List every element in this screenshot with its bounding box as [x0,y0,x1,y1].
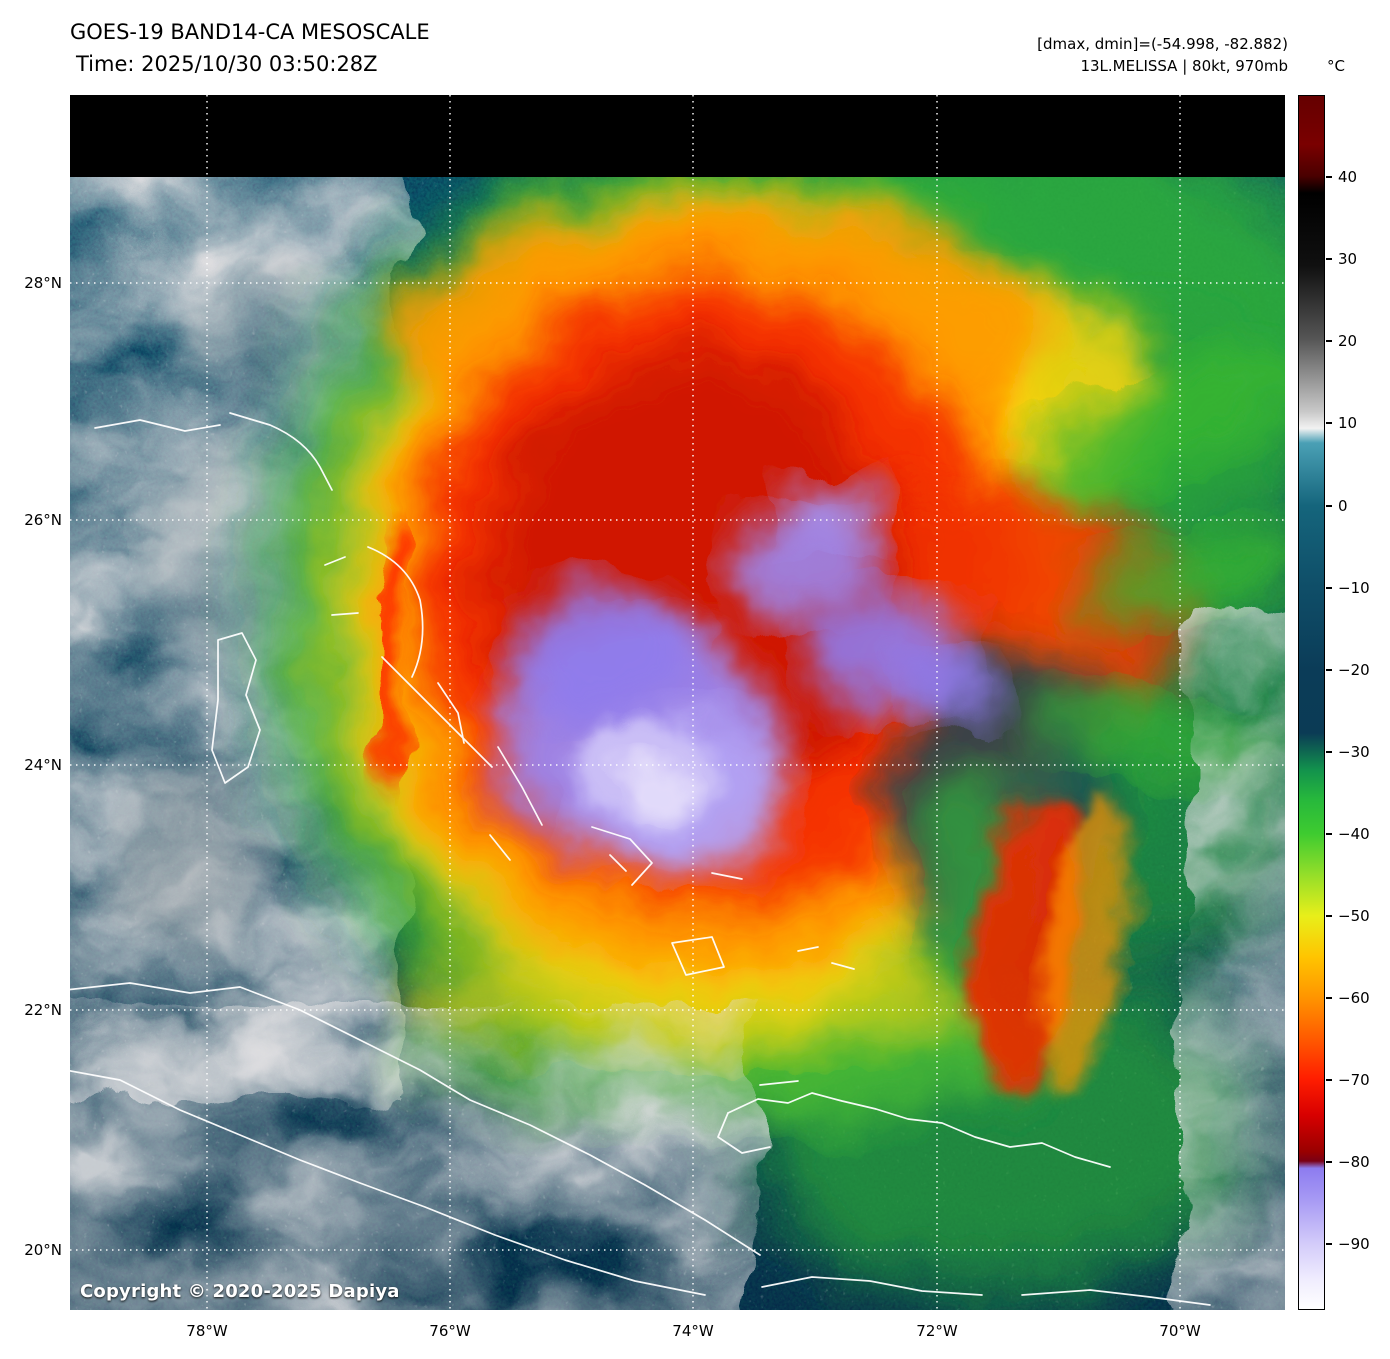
colorbar-tick [1326,258,1332,260]
colorbar-tick [1326,1161,1332,1163]
coastlines [70,412,1211,1306]
colorbar-tick-label: 10 [1338,414,1358,432]
satellite-image [70,95,1285,1310]
lon-label: 72°W [916,1322,958,1340]
colorbar-tick-label: −10 [1338,579,1370,597]
south-cloud-band [70,625,1285,1310]
colorbar-tick-label: 0 [1338,497,1348,515]
colorbar-tick [1326,751,1332,753]
lon-label: 76°W [429,1322,471,1340]
colorbar-tick-label: 20 [1338,332,1358,350]
colorbar-tick [1326,340,1332,342]
colorbar-unit-label: °C [1327,57,1345,75]
colorbar-tick [1326,587,1332,589]
colorbar-tick [1326,997,1332,999]
no-data-band [70,95,1285,177]
colorbar-tick [1326,422,1332,424]
copyright-watermark: Copyright © 2020-2025 Dapiya [80,1281,400,1302]
colorbar-tick [1326,1079,1332,1081]
colorbar-tick [1326,505,1332,507]
colorbar-tick-label: −20 [1338,661,1370,679]
lat-label: 28°N [24,274,62,292]
lat-label: 26°N [24,511,62,529]
colorbar [1298,95,1325,1310]
colorbar-tick [1326,1243,1332,1245]
timestamp: Time: 2025/10/30 03:50:28Z [76,52,378,76]
lon-label: 70°W [1159,1322,1201,1340]
colorbar-tick-label: −50 [1338,907,1370,925]
colorbar-tick [1326,915,1332,917]
storm-info: 13L.MELISSA | 80kt, 970mb [1080,57,1288,75]
colorbar-tick-label: 40 [1338,168,1358,186]
header-info: [dmax, dmin]=(-54.998, -82.882) 13L.MELI… [1037,33,1288,77]
colorbar-tick-label: −90 [1338,1235,1370,1253]
lat-label: 22°N [24,1001,62,1019]
colorbar-tick-label: −30 [1338,743,1370,761]
satellite-map: Copyright © 2020-2025 Dapiya [70,95,1285,1310]
lon-label: 78°W [186,1322,228,1340]
lat-label: 20°N [24,1241,62,1259]
colorbar-tick-label: −40 [1338,825,1370,843]
gridlines [70,95,1285,1310]
colorbar-tick-label: −70 [1338,1071,1370,1089]
lat-label: 24°N [24,756,62,774]
colorbar-tick-label: 30 [1338,250,1358,268]
colorbar-tick [1326,176,1332,178]
lon-label: 74°W [672,1322,714,1340]
page-title: GOES-19 BAND14-CA MESOSCALE [70,20,430,44]
range-info: [dmax, dmin]=(-54.998, -82.882) [1037,35,1288,53]
colorbar-tick [1326,669,1332,671]
colorbar-tick-label: −80 [1338,1153,1370,1171]
colorbar-tick [1326,833,1332,835]
colorbar-tick-label: −60 [1338,989,1370,1007]
